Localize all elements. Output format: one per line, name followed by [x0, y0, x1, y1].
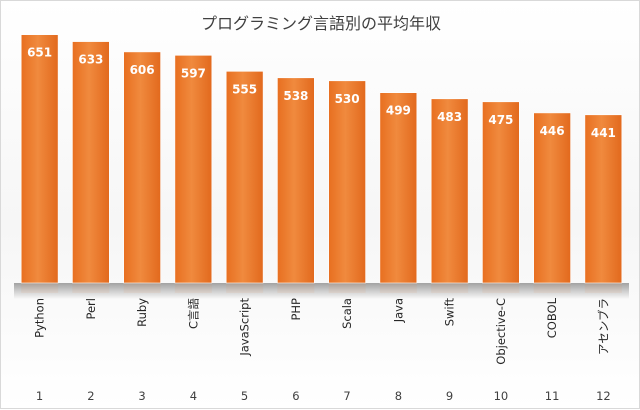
category-label-12: アセンブラ	[596, 298, 610, 355]
bar-reflection-9	[431, 283, 469, 293]
bar-reflection-11	[533, 283, 571, 293]
category-label-5: JavaScript	[238, 298, 252, 357]
value-label-4: 597	[181, 66, 206, 80]
bars-group	[20, 34, 623, 293]
chart-title: プログラミング言語別の平均年収	[201, 14, 441, 33]
labels-group: 651Python1633Perl2606Ruby3597C言語4555Java…	[27, 46, 616, 403]
category-label-11: COBOL	[545, 297, 559, 338]
bar-reflection-7	[328, 283, 366, 293]
bar-6	[277, 77, 315, 284]
bar-reflection-6	[277, 283, 315, 293]
bar-2	[72, 41, 110, 284]
index-label-5: 5	[241, 389, 248, 403]
bar-floor-shadow	[14, 283, 629, 299]
index-label-7: 7	[343, 389, 350, 403]
bar-reflection-5	[226, 283, 264, 293]
value-label-5: 555	[232, 82, 257, 96]
category-label-3: Ruby	[135, 298, 149, 327]
bar-4	[174, 54, 213, 284]
category-label-7: Scala	[340, 298, 354, 329]
category-label-8: Java	[391, 298, 405, 323]
value-label-7: 530	[335, 92, 360, 106]
bar-reflection-3	[123, 283, 161, 293]
index-label-3: 3	[138, 389, 145, 403]
index-label-12: 12	[596, 389, 611, 403]
floor-shadow	[14, 283, 629, 299]
value-label-12: 441	[591, 126, 616, 140]
value-label-10: 475	[488, 113, 513, 127]
index-label-9: 9	[446, 389, 453, 403]
bar-12	[584, 114, 623, 284]
value-label-9: 483	[437, 110, 462, 124]
bar-3	[123, 51, 161, 284]
bar-reflection-2	[72, 283, 110, 293]
category-label-4: C言語	[186, 298, 200, 330]
bar-1	[20, 34, 59, 284]
value-label-6: 538	[283, 89, 308, 103]
bar-9	[430, 98, 469, 284]
value-label-8: 499	[386, 104, 411, 118]
value-label-11: 446	[540, 124, 565, 138]
index-label-8: 8	[395, 389, 402, 403]
index-label-10: 10	[494, 389, 509, 403]
index-label-6: 6	[292, 389, 299, 403]
bar-8	[379, 92, 418, 284]
value-label-1: 651	[27, 46, 52, 60]
category-label-6: PHP	[289, 298, 303, 321]
category-label-10: Objective-C	[494, 298, 508, 365]
bar-11	[533, 112, 571, 284]
index-label-11: 11	[545, 389, 560, 403]
bar-5	[225, 71, 264, 284]
bar-reflection-8	[379, 283, 417, 293]
index-label-1: 1	[36, 389, 43, 403]
bar-reflection-4	[174, 283, 212, 293]
value-label-3: 606	[130, 63, 155, 77]
category-label-2: Perl	[84, 298, 98, 320]
bar-reflection-12	[584, 283, 622, 293]
bar-reflection-10	[482, 283, 520, 293]
bar-reflection-1	[21, 283, 59, 293]
bar-10	[482, 101, 520, 284]
bar-7	[328, 80, 366, 284]
index-label-4: 4	[190, 389, 197, 403]
category-label-1: Python	[33, 298, 47, 338]
value-label-2: 633	[78, 53, 103, 67]
category-label-9: Swift	[443, 298, 457, 327]
index-label-2: 2	[87, 389, 94, 403]
